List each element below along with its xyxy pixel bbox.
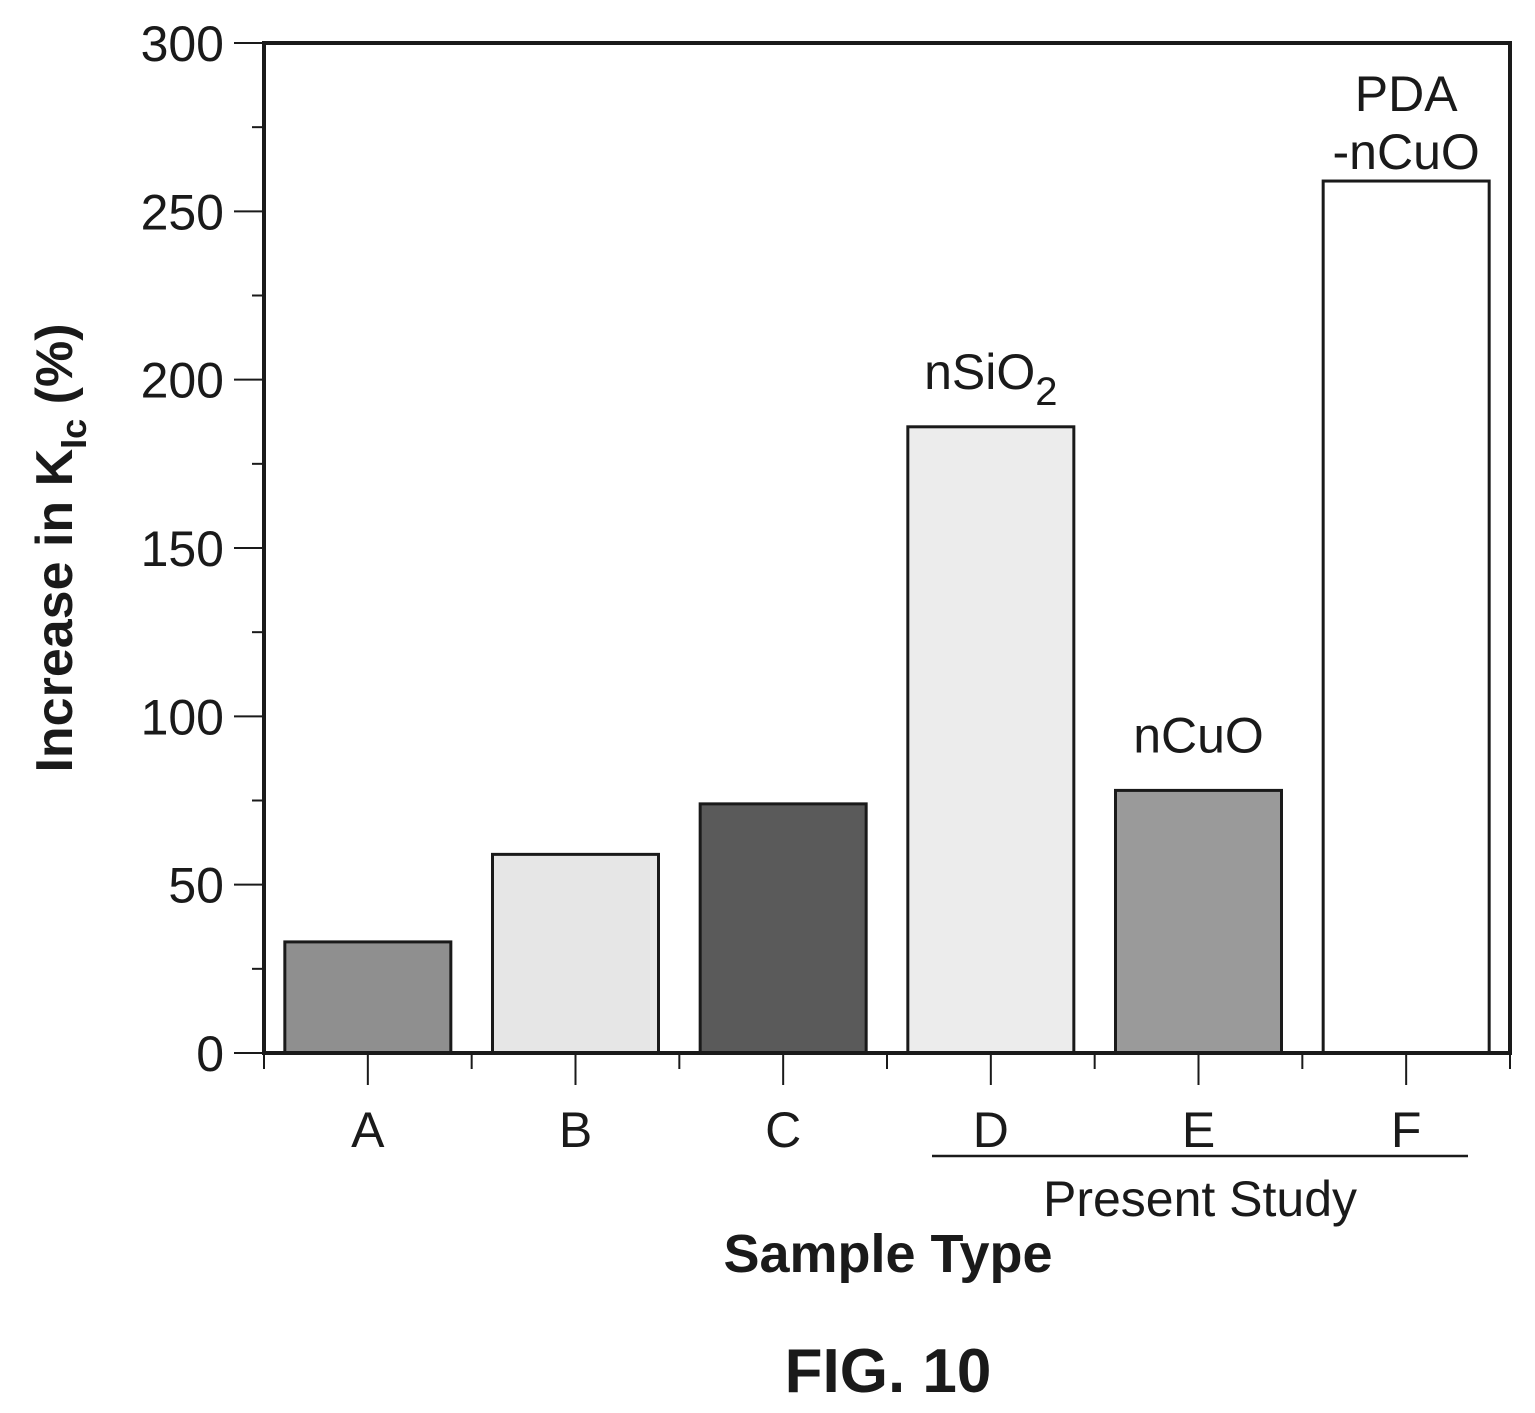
y-tick-label: 200 [141, 353, 224, 409]
y-axis-title: Increase in KIc (%) [26, 323, 94, 772]
bar-annotation-e: nCuO [1133, 707, 1264, 763]
bar-d [906, 425, 1076, 1055]
bar-annotation-subscript: 2 [1035, 370, 1057, 414]
x-tick-label-e: E [1182, 1102, 1215, 1158]
bar-annotation-f-line: -nCuO [1333, 124, 1480, 180]
figure-caption: FIG. 10 [785, 1337, 992, 1406]
y-tick-label: 250 [141, 184, 224, 240]
y-tick-label: 150 [141, 521, 224, 577]
bar-annotation-f-line: PDA [1355, 66, 1458, 122]
x-axis-title: Sample Type [723, 1224, 1052, 1284]
y-tick-label: 0 [196, 1026, 224, 1082]
x-tick-label-b: B [559, 1102, 592, 1158]
x-tick-label-d: D [973, 1102, 1009, 1158]
y-tick-label: 50 [168, 858, 224, 914]
bar-annotation-d: nSiO2 [924, 344, 1057, 414]
y-tick-label: 100 [141, 689, 224, 745]
bar-e [1114, 788, 1283, 1055]
bar-a [283, 940, 453, 1055]
bar-annotation-text: nSiO [924, 344, 1035, 400]
y-axis-title-subscript: Ic [53, 419, 94, 449]
y-axis-title-symbol: K [26, 448, 84, 486]
y-axis-title-suffix: (%) [26, 323, 84, 418]
x-tick-label-f: F [1391, 1102, 1422, 1158]
x-tick-label-a: A [351, 1102, 385, 1158]
bar-annotation-text: nCuO [1133, 707, 1264, 763]
y-tick-label: 300 [141, 16, 224, 72]
bar-f [1321, 179, 1491, 1055]
present-study-label: Present Study [1043, 1171, 1357, 1227]
y-axis-title-prefix: Increase in [26, 486, 84, 772]
bar-c [698, 802, 868, 1055]
bar-b [491, 852, 660, 1055]
x-tick-label-c: C [765, 1102, 801, 1158]
